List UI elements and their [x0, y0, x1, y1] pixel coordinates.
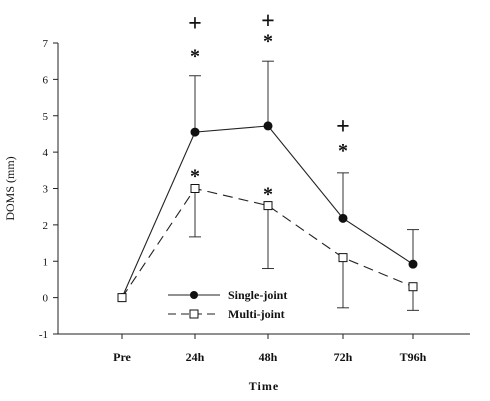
legend-label: Multi-joint — [228, 307, 285, 321]
y-tick-label: 6 — [43, 74, 49, 86]
x-axis-ticks: Pre 24h 48h 72h T96h — [113, 334, 427, 364]
data-point — [408, 259, 418, 269]
asterisk-marker: * — [263, 184, 273, 206]
y-tick-label: 5 — [43, 111, 49, 123]
significance-markers: +**+**+* — [188, 8, 350, 205]
asterisk-marker: * — [190, 45, 200, 67]
x-axis-title: Time — [249, 379, 279, 393]
legend-label: Single-joint — [228, 288, 287, 302]
y-tick-label: 4 — [43, 147, 49, 159]
y-tick-label: 3 — [43, 184, 49, 196]
y-tick-label: 1 — [43, 256, 49, 268]
y-tick-label: -1 — [39, 329, 48, 341]
legend: Single-joint Multi-joint — [168, 288, 287, 321]
series-line — [121, 187, 414, 298]
legend-marker — [190, 291, 198, 299]
plus-marker: + — [188, 11, 202, 37]
x-tick-label: 72h — [334, 350, 353, 364]
series-layer — [117, 60, 419, 311]
x-tick-label: T96h — [400, 350, 427, 364]
data-point — [408, 282, 418, 292]
legend-marker — [189, 309, 199, 319]
y-tick-label: 7 — [43, 38, 49, 50]
data-point — [190, 127, 200, 137]
y-axis-title: DOMS (mm) — [3, 156, 17, 220]
data-point — [190, 184, 200, 193]
x-tick-label: 24h — [186, 350, 205, 364]
data-point — [338, 253, 348, 263]
data-point — [338, 213, 348, 223]
x-tick-label: 48h — [259, 350, 278, 364]
y-tick-label: 0 — [43, 293, 49, 305]
asterisk-marker: * — [338, 140, 348, 162]
plus-marker: + — [336, 114, 350, 140]
x-tick-label: Pre — [113, 350, 131, 364]
y-axis-ticks: -1 0 1 2 3 4 5 6 7 — [39, 38, 58, 341]
data-point — [263, 121, 273, 131]
plus-marker: + — [261, 8, 275, 34]
y-tick-label: 2 — [43, 220, 49, 232]
data-point — [117, 293, 127, 303]
asterisk-marker: * — [263, 31, 273, 53]
series-multi-joint — [117, 184, 419, 311]
asterisk-marker: * — [190, 165, 200, 187]
data-point — [263, 201, 273, 211]
